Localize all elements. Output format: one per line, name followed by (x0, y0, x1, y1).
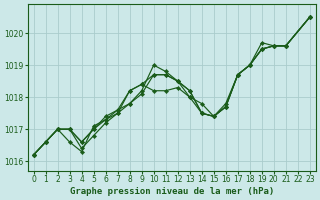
X-axis label: Graphe pression niveau de la mer (hPa): Graphe pression niveau de la mer (hPa) (69, 187, 274, 196)
